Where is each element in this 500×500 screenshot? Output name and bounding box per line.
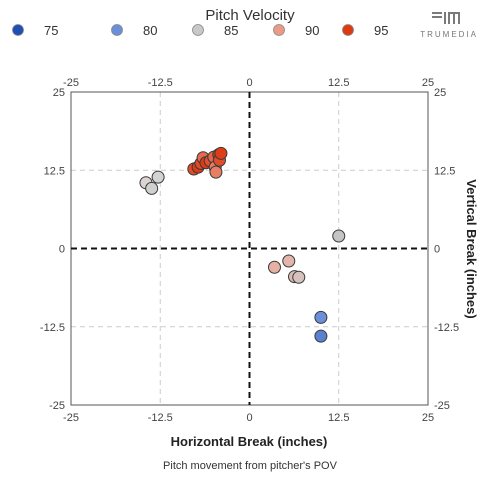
- pitch-point: [314, 310, 328, 324]
- legend-marker-75: [12, 24, 24, 36]
- x-tick-label-top: 25: [422, 77, 434, 89]
- legend-label-75: 75: [44, 23, 58, 38]
- pitch-point: [267, 260, 281, 274]
- y-axis-label: Vertical Break (inches): [464, 179, 479, 318]
- y-tick-label-left: -12.5: [40, 322, 65, 334]
- legend-label-90: 90: [305, 23, 319, 38]
- legend-label-80: 80: [143, 23, 157, 38]
- trumedia-logo-icon: [432, 12, 460, 24]
- x-tick-label-top: -25: [63, 77, 79, 89]
- data-points: [139, 146, 346, 343]
- pitch-point: [214, 146, 228, 160]
- legend-marker-90: [273, 24, 285, 36]
- x-tick-label-top: 0: [246, 77, 252, 89]
- pitch-point: [282, 254, 296, 268]
- y-tick-label-right: -12.5: [434, 322, 459, 334]
- pitch-point: [145, 181, 159, 195]
- legend-marker-85: [192, 24, 204, 36]
- x-tick-label-bottom: 25: [422, 412, 434, 424]
- y-tick-label-left: -25: [49, 400, 65, 412]
- y-tick-label-right: -25: [434, 400, 450, 412]
- legend: 75 80 85 90 95: [12, 23, 388, 38]
- pitch-point: [292, 270, 306, 284]
- x-tick-label-top: 12.5: [328, 77, 349, 89]
- x-tick-label-bottom: 0: [246, 412, 252, 424]
- x-tick-label-bottom: -12.5: [148, 412, 173, 424]
- y-tick-label-right: 12.5: [434, 165, 455, 177]
- y-tick-label-right: 0: [434, 244, 440, 256]
- y-tick-label-left: 12.5: [44, 165, 65, 177]
- legend-label-95: 95: [374, 23, 388, 38]
- x-tick-label-top: -12.5: [148, 77, 173, 89]
- legend-marker-95: [342, 24, 354, 36]
- chart-caption: Pitch movement from pitcher's POV: [163, 460, 338, 472]
- pitch-point: [209, 165, 223, 179]
- y-tick-label-left: 25: [53, 87, 65, 99]
- grid: [71, 92, 428, 405]
- pitch-point: [151, 170, 165, 184]
- legend-label-85: 85: [224, 23, 238, 38]
- y-tick-label-left: 0: [59, 244, 65, 256]
- legend-marker-80: [111, 24, 123, 36]
- zero-lines: [71, 92, 428, 405]
- pitch-point: [314, 329, 328, 343]
- x-axis-label: Horizontal Break (inches): [171, 434, 328, 449]
- trumedia-brand-text: TRUMEDIA: [420, 30, 478, 39]
- x-tick-label-bottom: 12.5: [328, 412, 349, 424]
- legend-title: Pitch Velocity: [205, 7, 295, 24]
- y-tick-label-right: 25: [434, 87, 446, 99]
- pitch-point: [332, 229, 346, 243]
- x-tick-label-bottom: -25: [63, 412, 79, 424]
- trumedia-logo: TRUMEDIA: [420, 12, 478, 39]
